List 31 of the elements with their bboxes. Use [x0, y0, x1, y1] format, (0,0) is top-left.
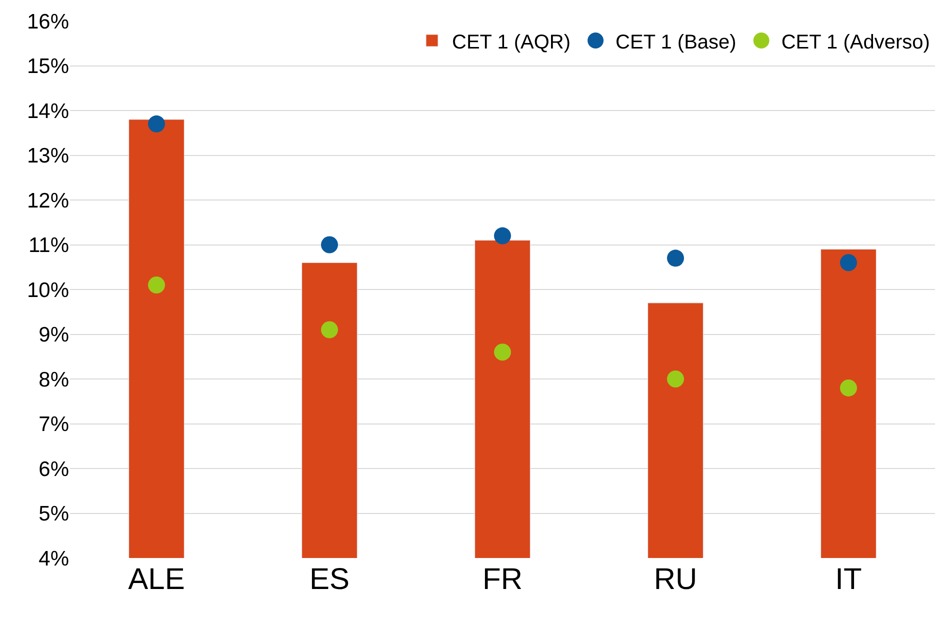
point: [321, 321, 338, 338]
y-tick-label: 10%: [26, 278, 69, 302]
point: [840, 379, 857, 396]
y-tick-label: 13%: [26, 144, 69, 168]
x-tick-label: FR: [482, 563, 522, 596]
point: [667, 250, 684, 267]
point: [494, 344, 511, 361]
y-tick-label: 6%: [38, 458, 69, 481]
y-tick-label: 16%: [26, 10, 69, 34]
point: [148, 115, 165, 132]
legend-label: CET 1 (Base): [616, 31, 736, 54]
y-tick-label: 11%: [28, 234, 69, 258]
y-tick-label: 12%: [26, 189, 69, 212]
point: [494, 227, 511, 244]
legend-label: CET 1 (Adverso): [781, 31, 930, 54]
y-tick-label: 14%: [26, 100, 69, 123]
legend-label: CET 1 (AQR): [452, 31, 571, 54]
x-tick-label: ALE: [128, 563, 185, 596]
y-tick-label: 9%: [38, 324, 69, 347]
point: [148, 276, 165, 294]
y-tick-label: 5%: [38, 502, 69, 526]
point: [321, 236, 338, 254]
x-tick-label: RU: [654, 563, 698, 596]
y-tick-label: 8%: [38, 368, 69, 392]
x-tick-label: ES: [309, 563, 350, 596]
point: [840, 254, 857, 272]
point: [667, 370, 684, 388]
x-tick-label: IT: [835, 563, 862, 596]
y-tick-label: 15%: [26, 55, 69, 78]
y-tick-label: 4%: [38, 547, 69, 570]
y-tick-label: 7%: [38, 413, 69, 436]
